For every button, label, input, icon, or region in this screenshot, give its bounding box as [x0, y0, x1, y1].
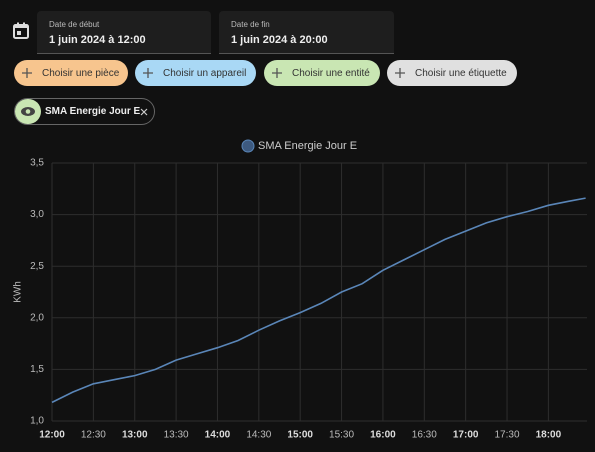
- x-tick-label: 13:00: [122, 430, 148, 441]
- x-tick-label: 16:00: [370, 430, 396, 441]
- chip-label: SMA Energie Jour E: [45, 106, 141, 117]
- x-tick-label: 16:30: [412, 430, 437, 441]
- x-tick-label: 12:30: [81, 430, 106, 441]
- chip-label: Choisir une entité: [292, 67, 370, 79]
- remove-icon[interactable]: [140, 108, 148, 116]
- legend-label: SMA Energie Jour E: [258, 140, 357, 152]
- field-value: 1 juin 2024 à 20:00: [231, 34, 328, 46]
- calendar-icon[interactable]: [12, 22, 30, 40]
- x-tick-label: 15:30: [329, 430, 354, 441]
- x-tick-label: 18:00: [536, 430, 562, 441]
- area-chip[interactable]: Choisir une pièce: [14, 60, 128, 86]
- legend-marker: [241, 139, 255, 153]
- x-tick-label: 13:30: [164, 430, 189, 441]
- x-tick-label: 14:00: [205, 430, 231, 441]
- label-chip[interactable]: Choisir une étiquette: [387, 60, 517, 86]
- y-tick-label: 2,5: [30, 261, 44, 272]
- start-date-field[interactable]: Date de début 1 juin 2024 à 12:00: [37, 11, 211, 54]
- y-tick-label: 1,0: [30, 416, 44, 427]
- end-date-field[interactable]: Date de fin 1 juin 2024 à 20:00: [219, 11, 394, 54]
- y-tick-label: 1,5: [30, 364, 44, 375]
- y-tick-label: 2,0: [30, 312, 44, 323]
- y-tick-label: 3,5: [30, 158, 44, 169]
- chip-label: Choisir un appareil: [163, 67, 247, 79]
- x-tick-label: 15:00: [287, 430, 313, 441]
- eye-icon: [15, 99, 41, 124]
- y-axis-label: KWh: [13, 281, 24, 303]
- selected-entity-chip[interactable]: SMA Energie Jour E: [14, 98, 155, 125]
- field-label: Date de fin: [231, 20, 270, 29]
- x-tick-label: 14:30: [246, 430, 271, 441]
- x-tick-label: 17:00: [453, 430, 479, 441]
- y-tick-label: 3,0: [30, 209, 44, 220]
- x-tick-label: 12:00: [39, 430, 65, 441]
- chip-label: Choisir une pièce: [42, 67, 120, 79]
- entity-chip[interactable]: Choisir une entité: [264, 60, 380, 86]
- device-chip[interactable]: Choisir un appareil: [135, 60, 256, 86]
- data-line: [51, 197, 586, 404]
- field-value: 1 juin 2024 à 12:00: [49, 34, 146, 46]
- field-label: Date de début: [49, 20, 100, 29]
- x-tick-label: 17:30: [495, 430, 520, 441]
- chip-label: Choisir une étiquette: [415, 67, 507, 79]
